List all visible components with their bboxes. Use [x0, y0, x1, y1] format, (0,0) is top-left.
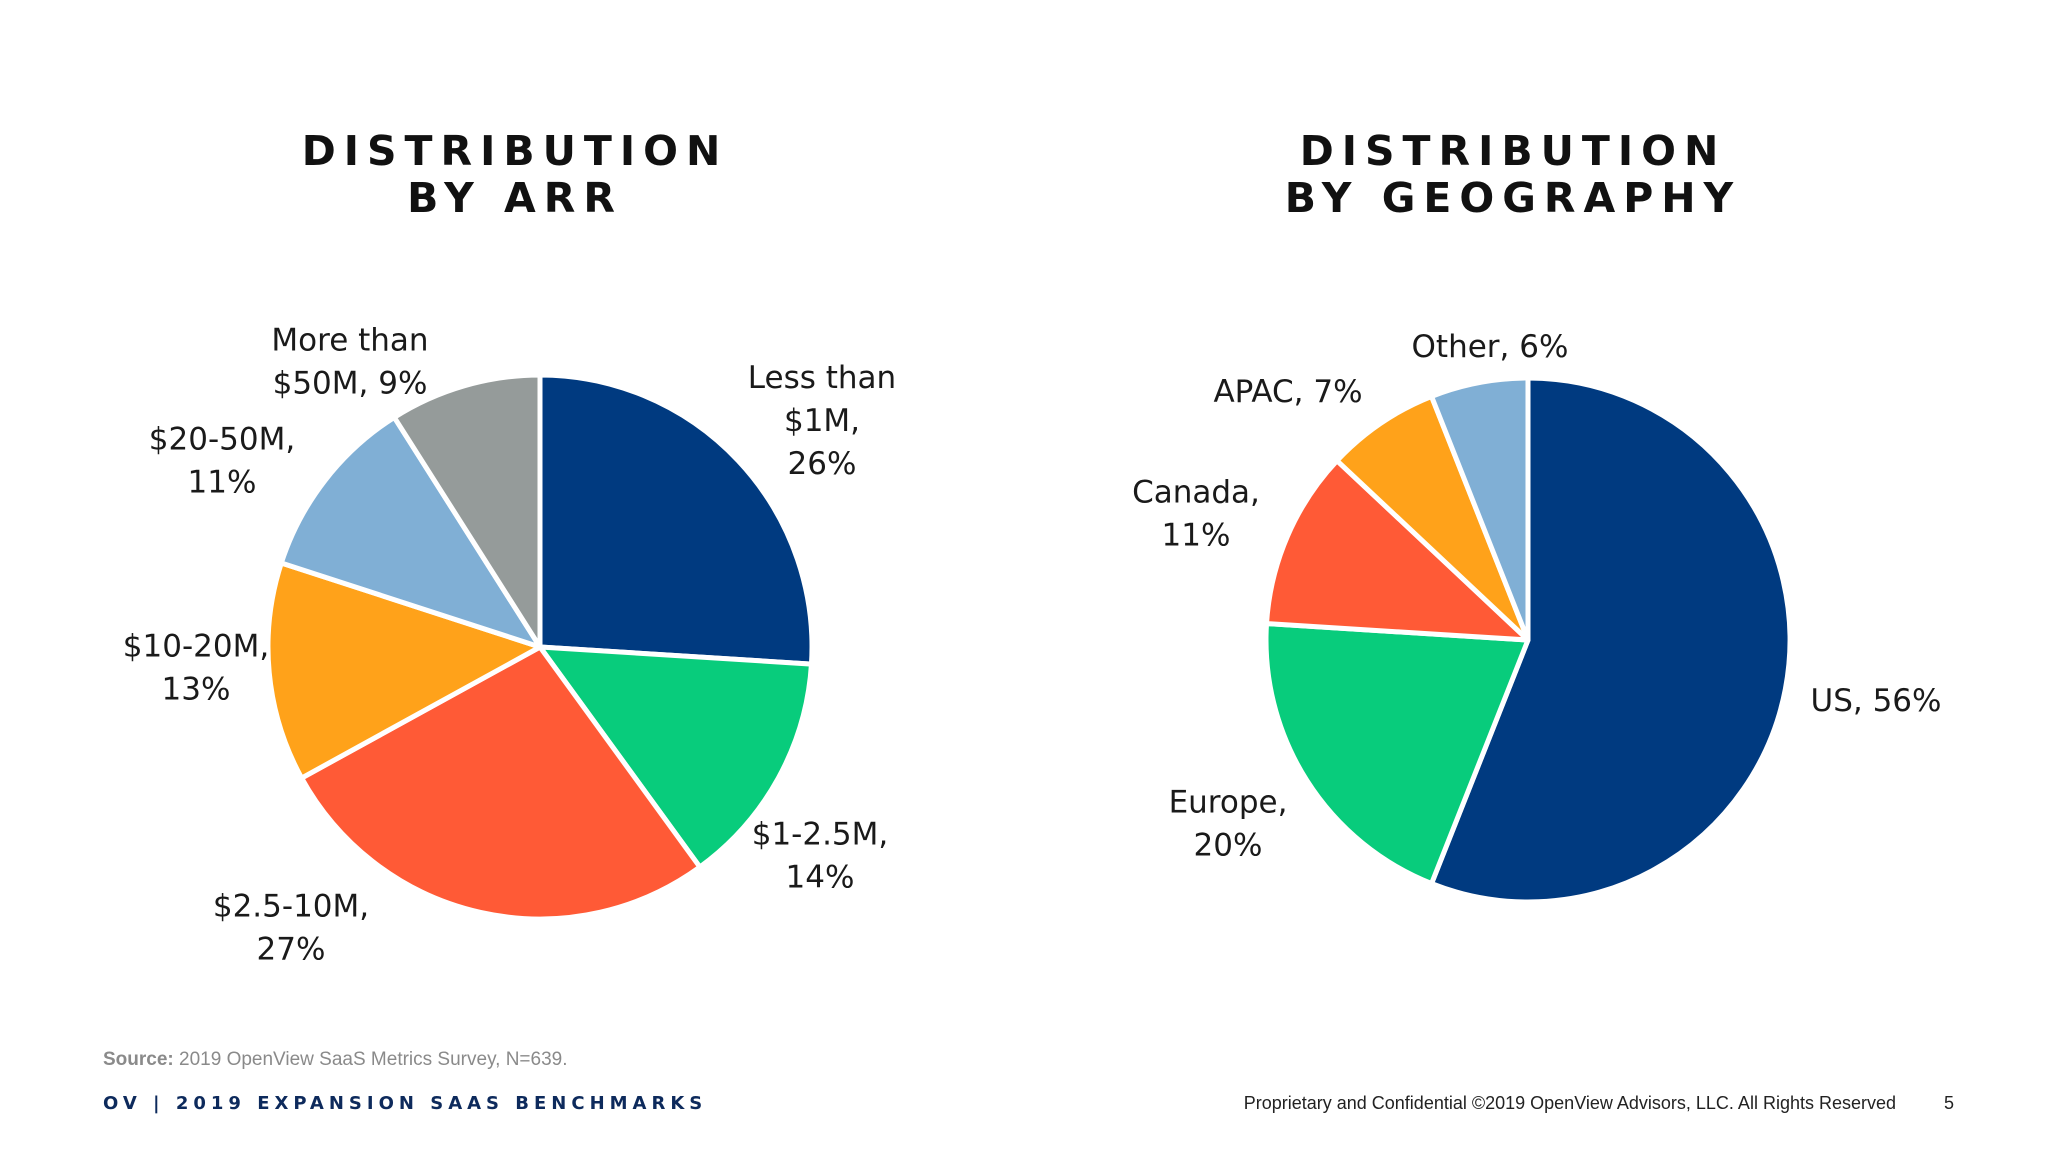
chart-title-geography-line-1: DISTRIBUTION	[1299, 127, 1727, 175]
pie-label-arr-1: $1-2.5M, 14%	[752, 817, 889, 896]
chart-title-arr: DISTRIBUTION BY ARR	[135, 128, 895, 222]
pie-label-arr-5: More than $50M, 9%	[271, 323, 428, 402]
pie-slice-arr-4	[278, 414, 543, 650]
pie-slice-arr-0	[537, 372, 815, 667]
footer-page-number: 5	[1943, 1093, 1954, 1113]
pie-label-arr-2: $2.5-10M, 27%	[213, 889, 369, 968]
pie-label-arr-0: Less than $1M, 26%	[748, 360, 896, 482]
chart-title-geography: DISTRIBUTION BY GEOGRAPHY	[1133, 128, 1893, 222]
pie-label-arr-3: $10-20M, 13%	[123, 629, 269, 708]
pie-label-geo-3: APAC, 7%	[1213, 374, 1362, 410]
footer-legal: Proprietary and Confidential ©2019 OpenV…	[1243, 1093, 1896, 1113]
pie-slice-arr-2	[299, 644, 703, 922]
chart-title-arr-line-1: DISTRIBUTION	[301, 127, 729, 175]
footer-source-text: 2019 OpenView SaaS Metrics Survey, N=639…	[179, 1049, 568, 1070]
pie-label-geo-4: Other, 6%	[1412, 329, 1569, 365]
pie-slice-geo-0	[1429, 375, 1793, 905]
chart-title-arr-line-2: BY ARR	[407, 174, 623, 222]
pie-label-geo-2: Canada, 11%	[1132, 475, 1260, 554]
footer-source: Source: 2019 OpenView SaaS Metrics Surve…	[103, 1049, 568, 1071]
pie-slice-arr-1	[537, 644, 814, 870]
footer-brand: OV | 2019 EXPANSION SAAS BENCHMARKS	[103, 1093, 708, 1114]
pie-slice-geo-1	[1263, 621, 1531, 887]
chart-title-geography-line-2: BY GEOGRAPHY	[1284, 174, 1742, 222]
pie-slice-arr-5	[391, 372, 543, 650]
footer-source-label: Source:	[103, 1049, 174, 1070]
pie-label-geo-0: US, 56%	[1811, 683, 1942, 719]
pie-label-arr-4: $20-50M, 11%	[149, 422, 295, 501]
pie-label-geo-1: Europe, 20%	[1169, 785, 1288, 864]
pie-slice-geo-4	[1429, 375, 1531, 643]
pie-slice-arr-3	[265, 560, 543, 781]
pie-slice-geo-2	[1264, 458, 1531, 643]
